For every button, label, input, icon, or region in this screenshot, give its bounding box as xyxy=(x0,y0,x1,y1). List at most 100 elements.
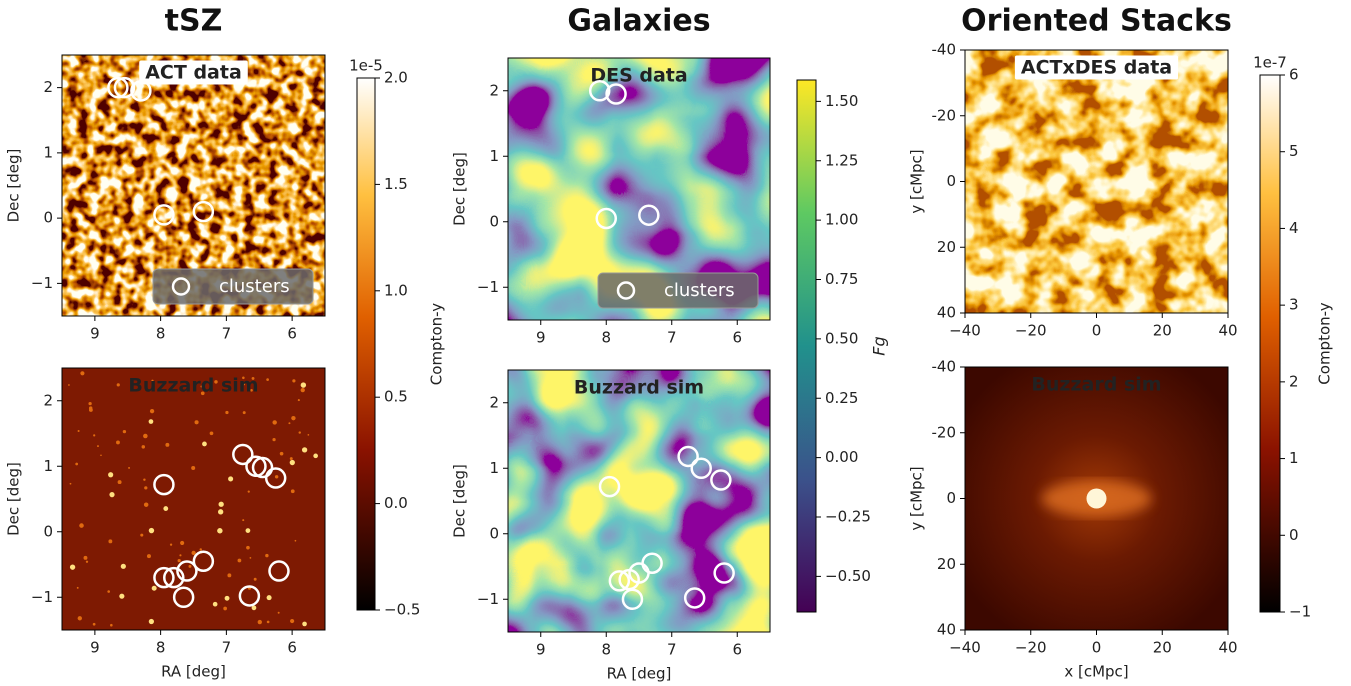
colorbar xyxy=(356,77,376,611)
cluster-marker xyxy=(113,76,136,99)
colorbar-tick-label: −0.5 xyxy=(384,601,420,619)
y-tick-label: 0 xyxy=(946,172,956,190)
heatmap-core xyxy=(1086,488,1107,509)
x-tick-label: 40 xyxy=(1218,639,1237,657)
cluster-marker xyxy=(608,570,631,592)
cluster-marker xyxy=(153,473,175,496)
plot-frame xyxy=(507,57,771,321)
colorbar-tick-label: 3 xyxy=(1289,296,1299,314)
x-tick-label: 20 xyxy=(1153,639,1172,657)
x-axis-label: x [cMpc] xyxy=(1064,663,1128,681)
heatmap-speck xyxy=(85,560,89,563)
cluster-marker xyxy=(638,204,660,226)
heatmap-speck xyxy=(165,442,170,447)
cluster-marker xyxy=(605,83,627,105)
y-axis-label: y [cMpc] xyxy=(908,466,926,530)
heatmap-speck xyxy=(245,528,251,533)
heatmap-speck xyxy=(149,409,155,414)
heatmap-speck xyxy=(177,558,181,563)
colorbar-tick-label: 0.00 xyxy=(825,448,858,466)
heatmap-speck xyxy=(109,492,115,498)
y-tick-label: 2 xyxy=(43,78,53,96)
heatmap-speck xyxy=(180,540,185,546)
x-tick-label: 7 xyxy=(222,325,232,343)
colorbar-tick-label: 0.25 xyxy=(825,389,858,407)
x-tick-label: 6 xyxy=(732,329,742,347)
heatmap-speck xyxy=(279,451,284,456)
plot-frame xyxy=(61,367,326,631)
heatmap-speck xyxy=(92,622,96,626)
y-tick-label: -40 xyxy=(932,358,957,376)
colorbar-tick-label: 1.00 xyxy=(825,211,858,229)
heatmap-speck xyxy=(302,621,307,627)
heatmap-speck xyxy=(307,433,310,436)
heatmap-speck xyxy=(292,379,296,383)
y-tick-label: 0 xyxy=(946,489,956,507)
cluster-marker xyxy=(107,76,129,99)
colorbar-label: Compton-y xyxy=(428,303,446,385)
heatmap-speck xyxy=(179,554,182,557)
heatmap-speck xyxy=(214,380,218,384)
colorbar xyxy=(796,79,817,613)
heatmap-speck xyxy=(266,620,270,624)
cluster-marker xyxy=(595,207,617,230)
heatmap-speck xyxy=(119,593,125,599)
heatmap-image xyxy=(965,50,1228,313)
y-tick-label: -20 xyxy=(932,106,957,124)
cluster-marker xyxy=(153,204,175,226)
heatmap-speck xyxy=(128,466,131,469)
y-axis-label: Dec [deg] xyxy=(5,149,23,223)
heatmap-speck xyxy=(88,402,92,406)
heatmap-speck xyxy=(191,466,196,471)
y-tick-label: 2 xyxy=(489,81,499,99)
heatmap-speck xyxy=(77,429,80,433)
heatmap-speck xyxy=(272,420,277,425)
heatmap-speck xyxy=(148,527,155,534)
heatmap-speck xyxy=(93,434,96,437)
heatmap-speck xyxy=(69,482,72,485)
heatmap-speck xyxy=(297,399,300,402)
heatmap-speck xyxy=(140,533,144,537)
colorbar-offset: 1e-5 xyxy=(349,57,383,75)
heatmap-speck xyxy=(266,378,269,381)
heatmap-speck xyxy=(289,459,295,466)
x-tick-label: 6 xyxy=(732,641,742,659)
colorbar-label: Compton-y xyxy=(1316,302,1334,384)
heatmap-speck xyxy=(298,431,301,434)
cluster-marker xyxy=(598,475,621,498)
panel-label: ACT data xyxy=(145,62,242,84)
cluster-marker xyxy=(264,467,287,489)
y-tick-label: 0 xyxy=(489,212,499,230)
y-axis-label: Dec [deg] xyxy=(451,152,469,226)
heatmap-speck xyxy=(191,550,196,556)
x-tick-label: −40 xyxy=(949,639,981,657)
y-tick-label: 1 xyxy=(43,457,53,475)
heatmap-speck xyxy=(148,419,154,424)
heatmap-speck xyxy=(75,462,79,466)
heatmap-speck xyxy=(242,376,245,380)
heatmap-speck xyxy=(116,383,120,387)
heatmap-speck xyxy=(146,554,151,559)
cluster-marker xyxy=(251,456,274,479)
heatmap-speck xyxy=(228,476,234,482)
column-title: tSZ xyxy=(165,4,223,39)
x-tick-label: 0 xyxy=(1092,322,1102,340)
heatmap-speck xyxy=(200,385,203,388)
y-axis-label: Dec [deg] xyxy=(5,462,23,536)
x-tick-label: 9 xyxy=(90,325,100,343)
heatmap-speck xyxy=(200,391,205,396)
panel-label: Buzzard sim xyxy=(1031,374,1161,396)
heatmap-speck xyxy=(265,553,269,558)
legend-marker xyxy=(171,277,191,296)
x-tick-label: 9 xyxy=(90,639,100,657)
heatmap-speck xyxy=(151,585,157,591)
y-axis-label: y [cMpc] xyxy=(908,149,926,213)
colorbar-tick-label: 0.5 xyxy=(384,388,408,406)
panel-label: Buzzard sim xyxy=(128,375,258,397)
cluster-marker xyxy=(683,587,706,609)
y-tick-label: -40 xyxy=(932,41,957,59)
colorbar-tick-label: 0.50 xyxy=(825,329,858,347)
heatmap-speck xyxy=(107,590,111,593)
panel-label: ACTxDES data xyxy=(1021,57,1172,79)
legend-label: clusters xyxy=(664,280,735,301)
